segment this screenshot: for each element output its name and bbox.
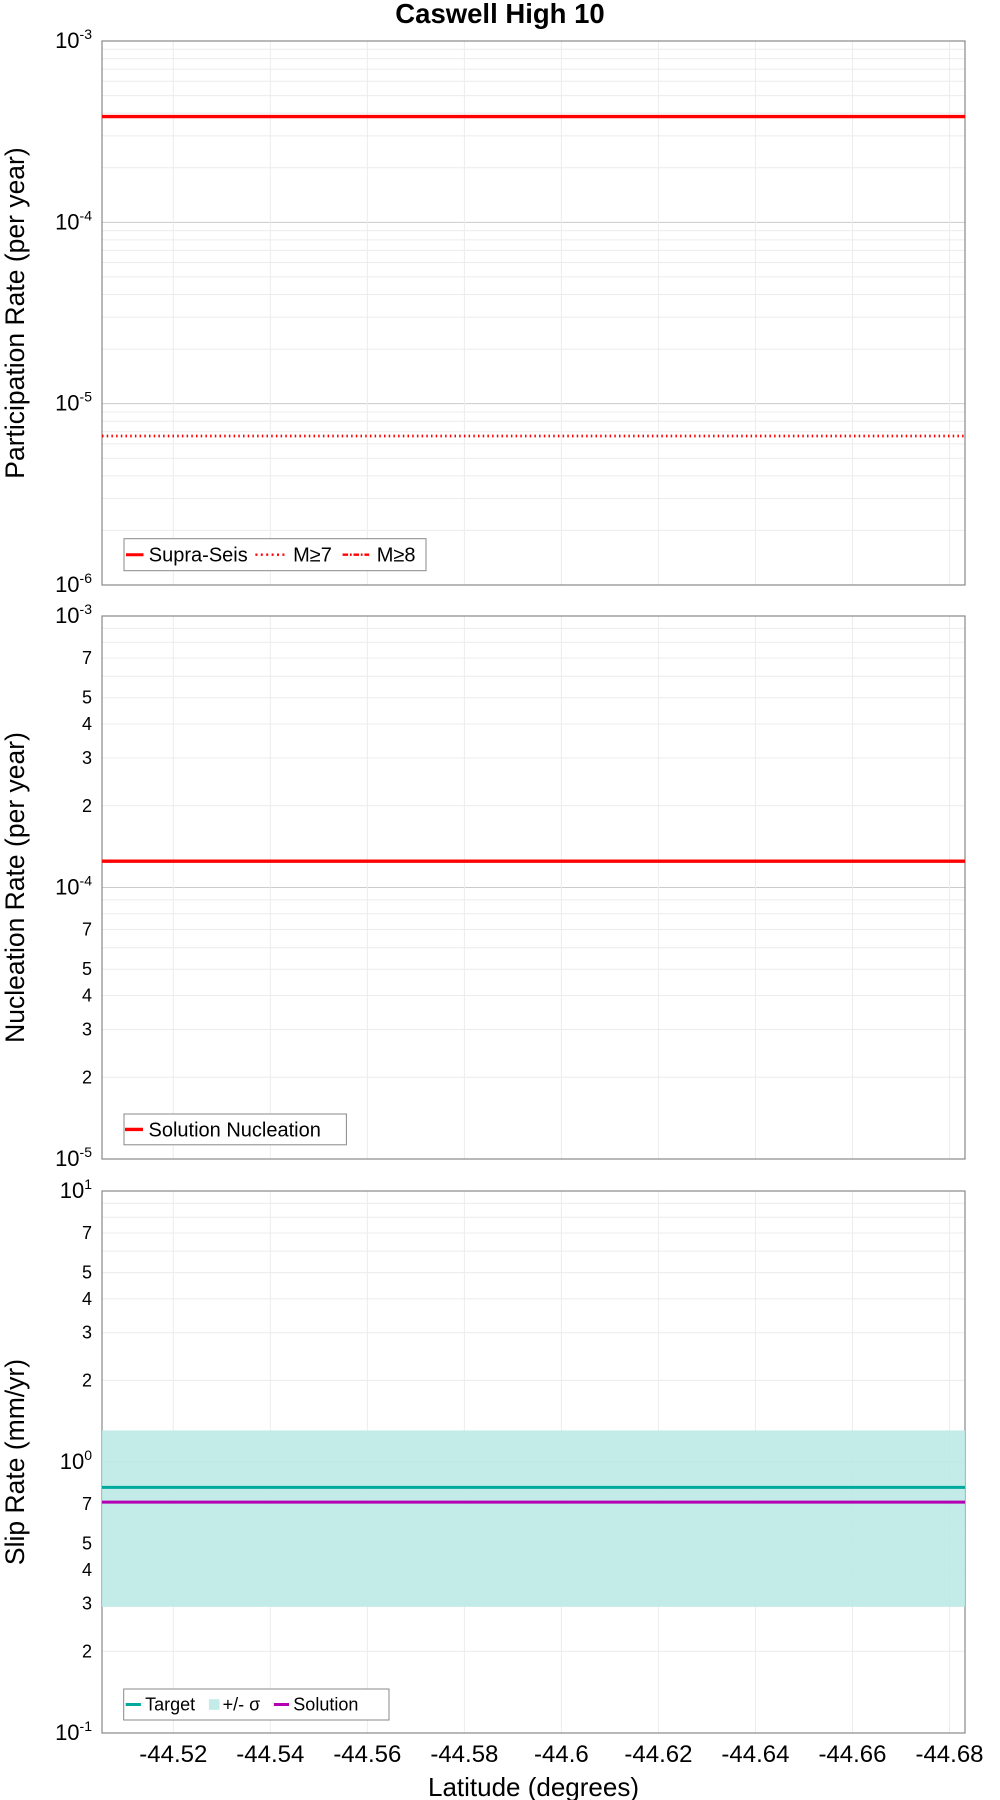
svg-text:Slip Rate (mm/yr): Slip Rate (mm/yr)	[0, 1359, 30, 1565]
svg-text:5: 5	[82, 959, 92, 979]
svg-text:3: 3	[82, 1323, 92, 1343]
svg-text:-44.54: -44.54	[236, 1741, 304, 1768]
svg-text:Latitude (degrees): Latitude (degrees)	[428, 1772, 639, 1800]
svg-text:2: 2	[82, 1067, 92, 1087]
svg-text:Participation Rate (per year): Participation Rate (per year)	[0, 147, 30, 478]
svg-text:M≥7: M≥7	[293, 545, 332, 567]
svg-text:-44.64: -44.64	[721, 1741, 789, 1768]
svg-text:-44.62: -44.62	[624, 1741, 692, 1768]
svg-text:4: 4	[82, 714, 92, 734]
svg-text:4: 4	[82, 1560, 92, 1580]
svg-text:-44.6: -44.6	[534, 1741, 589, 1768]
svg-text:-44.56: -44.56	[333, 1741, 401, 1768]
svg-text:7: 7	[82, 1494, 92, 1514]
svg-text:Solution Nucleation: Solution Nucleation	[149, 1119, 321, 1141]
svg-text:M≥8: M≥8	[377, 545, 416, 567]
svg-text:-44.58: -44.58	[430, 1741, 498, 1768]
svg-text:-44.66: -44.66	[818, 1741, 886, 1768]
svg-text:4: 4	[82, 986, 92, 1006]
svg-text:Supra-Seis: Supra-Seis	[149, 545, 248, 567]
svg-text:4: 4	[82, 1289, 92, 1309]
svg-text:+/- σ: +/- σ	[223, 1695, 261, 1715]
svg-text:Caswell High 10: Caswell High 10	[395, 0, 604, 29]
svg-text:7: 7	[82, 648, 92, 668]
svg-text:2: 2	[82, 796, 92, 816]
svg-text:3: 3	[82, 748, 92, 768]
svg-text:5: 5	[82, 688, 92, 708]
svg-text:-44.68: -44.68	[915, 1741, 983, 1768]
svg-text:3: 3	[82, 1594, 92, 1614]
svg-text:Target: Target	[145, 1695, 195, 1715]
svg-text:2: 2	[82, 1370, 92, 1390]
svg-text:Nucleation Rate (per year): Nucleation Rate (per year)	[0, 732, 30, 1043]
svg-text:7: 7	[82, 920, 92, 940]
svg-text:3: 3	[82, 1019, 92, 1039]
svg-text:5: 5	[82, 1534, 92, 1554]
svg-text:7: 7	[82, 1223, 92, 1243]
svg-text:5: 5	[82, 1263, 92, 1283]
svg-text:2: 2	[82, 1641, 92, 1661]
svg-text:Solution: Solution	[293, 1695, 358, 1715]
svg-text:-44.52: -44.52	[139, 1741, 207, 1768]
